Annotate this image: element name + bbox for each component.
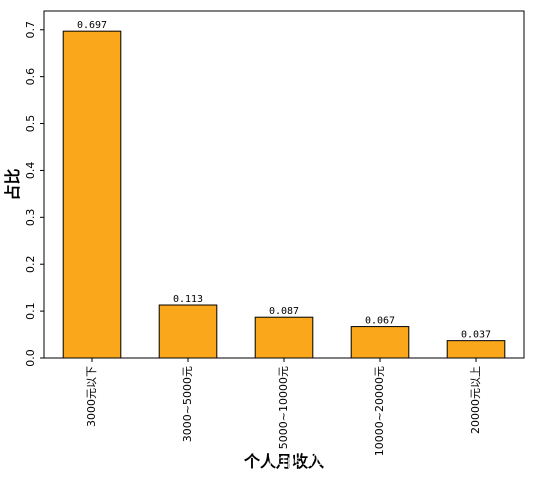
y-tick-label: 0.3: [24, 209, 37, 227]
x-tick-label: 5000~10000元: [277, 366, 290, 449]
bars-layer: [62, 30, 506, 359]
x-tick-label: 20000元以上: [469, 366, 482, 434]
bar: [254, 316, 314, 359]
y-axis: 0.0 0.1 0.2 0.3 0.4 0.5 0.6 0.7: [24, 21, 44, 367]
y-tick-label: 0.4: [24, 162, 37, 180]
x-tick-label: 10000~20000元: [373, 366, 386, 456]
x-axis-title: 个人月收入: [243, 452, 324, 471]
y-tick-label: 0.2: [24, 255, 37, 273]
bar-value-labels: 0.697 0.113 0.087 0.067 0.037: [77, 20, 491, 340]
bar-value-label: 0.087: [269, 306, 299, 317]
y-tick-label: 0.1: [24, 302, 37, 320]
x-axis: 3000元以下 3000~5000元 5000~10000元 10000~20000元…: [85, 358, 482, 456]
watermark-text: https://blog.csdn.net/weixin_43196531: [268, 454, 522, 469]
y-tick-label: 0.6: [24, 68, 37, 86]
bar: [158, 304, 218, 359]
x-tick-label: 3000~5000元: [181, 366, 194, 442]
y-tick-label: 0.0: [24, 349, 37, 367]
y-tick-label: 0.7: [24, 21, 37, 39]
bar-value-label: 0.037: [461, 330, 491, 341]
y-tick-label: 0.5: [24, 115, 37, 133]
bar: [350, 326, 410, 359]
y-axis-title: 占比: [3, 168, 22, 200]
bar: [446, 340, 506, 359]
bar-value-label: 0.067: [365, 316, 395, 327]
bar-value-label: 0.113: [173, 294, 203, 305]
bar-value-label: 0.697: [77, 20, 107, 31]
bar: [62, 30, 122, 359]
x-tick-label: 3000元以下: [85, 366, 98, 427]
